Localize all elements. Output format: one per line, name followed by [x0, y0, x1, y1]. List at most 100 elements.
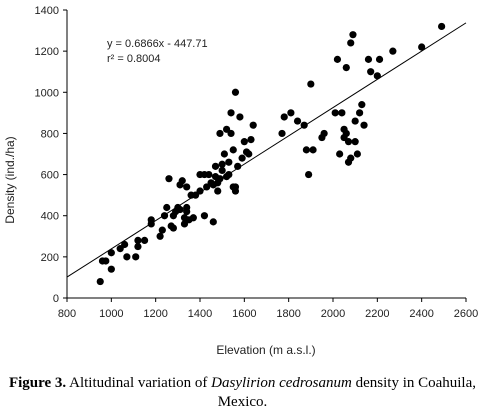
x-tick-label: 1600: [232, 308, 256, 320]
chart-axes: [66, 10, 466, 299]
data-point: [102, 257, 110, 265]
data-point: [320, 129, 328, 138]
data-point: [189, 214, 197, 222]
data-point: [183, 183, 191, 191]
data-point: [140, 236, 149, 244]
data-point: [309, 146, 317, 154]
x-tick-label: 2600: [454, 308, 478, 320]
data-point: [178, 177, 186, 185]
data-point: [358, 101, 366, 109]
figure-caption: Figure 3. Altitudinal variation of Dasyl…: [0, 374, 485, 412]
x-tick-label: 2200: [365, 308, 389, 320]
x-tick-label: 800: [58, 308, 76, 320]
data-point: [418, 43, 426, 51]
data-point: [287, 109, 295, 117]
data-point: [336, 150, 344, 158]
data-point: [249, 121, 257, 129]
x-tick-label: 2000: [321, 308, 345, 320]
data-point: [218, 166, 226, 175]
data-point: [347, 154, 355, 162]
trendline: [66, 22, 467, 278]
data-point: [107, 265, 115, 273]
data-point: [278, 129, 286, 138]
data-point: [367, 68, 375, 76]
data-point: [225, 158, 233, 166]
data-point: [353, 150, 361, 158]
data-point: [333, 55, 342, 63]
data-point: [240, 138, 248, 146]
data-point: [351, 138, 359, 146]
data-point: [200, 212, 209, 220]
data-point: [307, 80, 315, 88]
y-tick-label: 1200: [35, 46, 59, 58]
x-tick-label: 1400: [188, 308, 212, 320]
regression-equation: y = 0.6866x - 447.71: [107, 38, 208, 50]
caption-text-after: density in Coahuila, Mexico.: [217, 375, 477, 410]
data-point: [280, 113, 288, 121]
data-point: [389, 47, 397, 55]
y-tick-label: 1000: [35, 87, 59, 99]
data-point: [163, 203, 171, 212]
y-tick-label: 200: [41, 252, 59, 264]
data-point: [227, 109, 235, 117]
y-tick-label: 400: [41, 211, 59, 223]
data-point: [344, 138, 353, 146]
data-point: [96, 277, 104, 286]
data-point: [216, 129, 224, 138]
data-point: [229, 146, 237, 154]
data-point: [165, 175, 173, 183]
x-tick-label: 1000: [99, 308, 123, 320]
data-point: [214, 187, 222, 195]
r-squared-label: r² = 0.8004: [107, 53, 161, 65]
data-point: [342, 129, 350, 138]
x-tick-label: 1200: [143, 308, 167, 320]
data-point: [247, 136, 255, 144]
data-point: [360, 121, 368, 129]
data-point: [245, 150, 253, 158]
data-point: [305, 170, 313, 179]
data-point: [183, 208, 191, 216]
data-points: [96, 22, 446, 286]
data-point: [205, 170, 213, 179]
data-point: [227, 129, 235, 138]
y-axis-ticks: 0 200 400 600 800 1000 1200 1400: [35, 5, 67, 305]
data-point: [123, 253, 131, 261]
data-point: [156, 232, 164, 240]
data-point: [231, 88, 240, 96]
data-point: [176, 205, 184, 214]
data-point: [338, 109, 346, 117]
data-point: [158, 226, 166, 234]
data-point: [211, 162, 220, 170]
data-point: [134, 242, 142, 251]
x-axis-ticks: 800 1000 1200 1400 1600 1800 2000 2200 2400 2600: [58, 298, 478, 320]
data-point: [351, 117, 359, 125]
x-tick-label: 1800: [276, 308, 300, 320]
data-point: [375, 55, 384, 63]
caption-label: Figure 3.: [8, 375, 67, 391]
data-point: [236, 113, 244, 121]
data-point: [220, 150, 228, 158]
data-point: [218, 160, 226, 168]
data-point: [234, 162, 242, 170]
data-point: [364, 55, 373, 63]
data-point: [231, 187, 240, 195]
data-point: [356, 109, 364, 117]
data-point: [349, 31, 357, 39]
data-point: [238, 154, 246, 162]
data-point: [121, 240, 129, 249]
data-point: [293, 117, 302, 125]
data-point: [134, 236, 142, 244]
caption-text-before: Altitudinal variation of: [66, 375, 212, 391]
data-point: [107, 249, 115, 257]
data-point: [331, 109, 339, 117]
data-point: [196, 187, 204, 195]
data-point: [147, 216, 155, 224]
data-point: [302, 146, 310, 154]
x-tick-label: 2400: [409, 308, 433, 320]
data-point: [169, 224, 177, 232]
y-tick-label: 0: [53, 293, 59, 305]
data-point: [209, 218, 217, 226]
caption-species: Dasylirion cedrosanum: [211, 375, 352, 391]
y-tick-label: 800: [41, 128, 59, 140]
